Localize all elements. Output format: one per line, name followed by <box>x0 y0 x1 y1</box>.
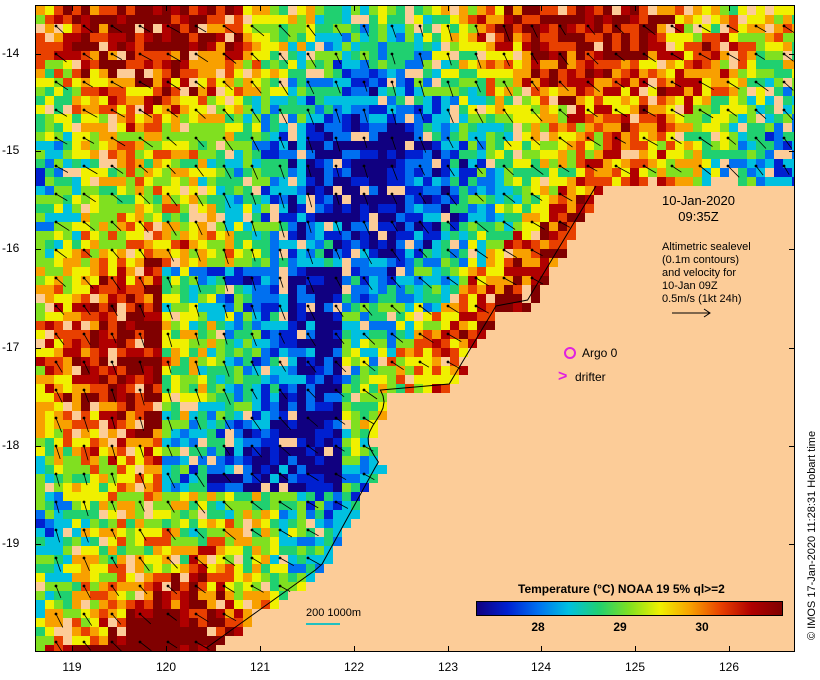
lon-tick <box>635 646 636 652</box>
colorbar-label: 28 <box>531 620 545 634</box>
lon-label: 119 <box>62 660 82 674</box>
lon-tick <box>72 646 73 652</box>
lat-label: -14 <box>2 46 20 60</box>
lon-tick <box>448 5 449 11</box>
colorbar-title: Temperature (°C) NOAA 19 5% ql>=2 <box>518 582 725 596</box>
drifter-icon: > <box>558 368 568 385</box>
altimetry-line: and velocity for <box>662 267 736 279</box>
altimetry-line: Altimetric sealevel <box>662 241 751 253</box>
altimetry-line: 0.5m/s (1kt 24h) <box>662 293 742 305</box>
lon-tick <box>448 646 449 652</box>
sst-field <box>36 6 794 651</box>
lon-tick <box>354 646 355 652</box>
lat-tick <box>35 348 41 349</box>
lat-tick <box>789 348 795 349</box>
bathymetry-scale-label: 200 1000m <box>306 607 362 619</box>
lon-label: 125 <box>624 660 646 674</box>
lat-tick <box>789 151 795 152</box>
lat-label: -19 <box>2 536 20 550</box>
lon-tick <box>260 5 261 11</box>
altimetry-line: 10-Jan 09Z <box>662 280 718 292</box>
lon-label: 126 <box>718 660 740 674</box>
lat-label: -15 <box>2 143 20 157</box>
coastline <box>205 185 597 649</box>
lat-label: -18 <box>2 438 20 452</box>
velocity-vectors <box>54 24 794 651</box>
lat-label: -17 <box>2 340 20 354</box>
lat-label: -16 <box>2 241 20 255</box>
sst-map[interactable] <box>35 5 795 652</box>
colorbar <box>476 601 783 616</box>
lat-tick <box>789 249 795 250</box>
lon-tick <box>541 5 542 11</box>
argo-label: Argo 0 <box>582 346 618 360</box>
lon-tick <box>541 646 542 652</box>
lat-tick <box>35 151 41 152</box>
lon-label: 120 <box>155 660 177 674</box>
drifter-label: drifter <box>575 370 606 384</box>
lon-label: 121 <box>249 660 271 674</box>
colorbar-label: 29 <box>613 620 627 634</box>
date-text: 10-Jan-2020 <box>662 193 735 208</box>
lon-tick <box>166 646 167 652</box>
lat-tick <box>35 249 41 250</box>
lat-tick <box>35 446 41 447</box>
lon-tick <box>72 5 73 11</box>
lon-tick <box>729 5 730 11</box>
lon-tick <box>166 5 167 11</box>
lon-tick <box>354 5 355 11</box>
date-stamp: 10-Jan-2020 09:35Z <box>662 193 735 225</box>
time-text: 09:35Z <box>678 209 719 224</box>
lat-tick <box>789 446 795 447</box>
altimetry-note: Altimetric sealevel (0.1m contours) and … <box>662 241 751 306</box>
colorbar-label: 30 <box>695 620 709 634</box>
lon-tick <box>729 646 730 652</box>
lat-tick <box>35 54 41 55</box>
bathymetry-scale-line <box>306 623 340 625</box>
lat-tick <box>789 544 795 545</box>
sst-pixels <box>36 6 794 651</box>
lon-tick <box>635 5 636 11</box>
argo-float-icon <box>564 347 576 359</box>
credit-text: © IMOS 17-Jan-2020 11:28:31 Hobart time <box>806 430 818 640</box>
lat-tick <box>789 54 795 55</box>
velocity-scale-arrow-icon <box>672 308 711 318</box>
lon-label: 123 <box>437 660 459 674</box>
lon-label: 124 <box>530 660 552 674</box>
lon-tick <box>260 646 261 652</box>
altimetry-line: (0.1m contours) <box>662 254 740 266</box>
lat-tick <box>35 544 41 545</box>
lon-label: 122 <box>343 660 365 674</box>
